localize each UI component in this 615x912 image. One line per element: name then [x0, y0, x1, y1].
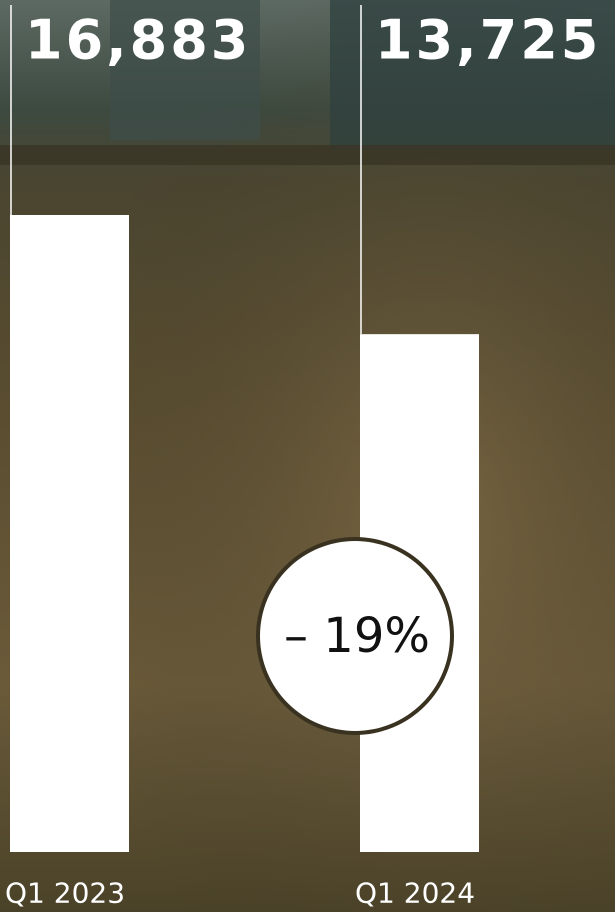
value-label: 13,725	[375, 9, 601, 72]
bar	[10, 215, 129, 852]
annotation-circle	[260, 541, 450, 731]
building-base	[0, 145, 615, 165]
x-tick-label: Q1 2024	[355, 877, 475, 910]
x-tick-label: Q1 2023	[5, 877, 125, 910]
value-label: 16,883	[25, 9, 251, 72]
change-annotation: – 19%	[284, 608, 430, 664]
building-window	[330, 0, 615, 150]
building-window	[110, 0, 260, 140]
